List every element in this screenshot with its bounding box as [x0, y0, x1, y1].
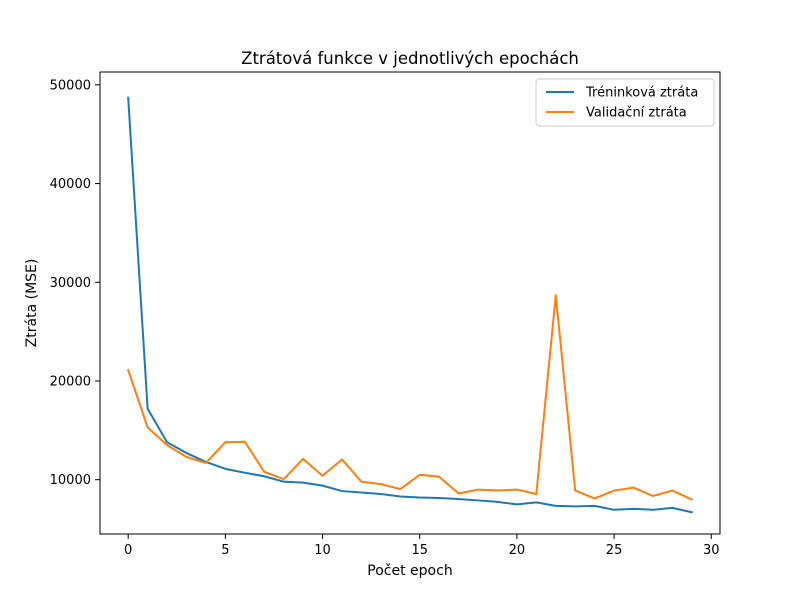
x-tick-label: 30	[703, 543, 720, 558]
legend-box	[535, 78, 715, 127]
x-axis-label: Počet epoch	[367, 563, 452, 579]
y-tick-label: 30000	[50, 276, 91, 291]
y-tick-label: 10000	[50, 473, 91, 488]
y-tick-label: 40000	[50, 177, 91, 192]
axes-layer: 0 5 10 15 20 25 30 10000 20000 30000 40000 50000	[50, 71, 721, 558]
y-axis-label: Ztráta (MSE)	[24, 259, 40, 348]
x-tick-label: 15	[411, 543, 428, 558]
x-tick-label: 25	[606, 543, 623, 558]
x-tick-label: 20	[509, 543, 526, 558]
axes-frame	[99, 71, 721, 535]
series-layer	[126, 96, 694, 514]
y-tick-label: 50000	[50, 78, 91, 93]
x-tick-label: 10	[314, 543, 331, 558]
series-line-validation	[126, 294, 694, 501]
legend: Tréninková ztráta Validační ztráta	[535, 78, 715, 127]
y-tick-label: 20000	[50, 374, 91, 389]
chart-title: Ztrátová funkce v jednotlivých epochách	[241, 49, 579, 68]
legend-label-validation: Validační ztráta	[586, 106, 687, 121]
x-tick-label: 0	[124, 543, 132, 558]
series-line-training	[127, 96, 694, 514]
x-tick-label: 5	[221, 543, 229, 558]
legend-label-training: Tréninková ztráta	[585, 86, 698, 101]
